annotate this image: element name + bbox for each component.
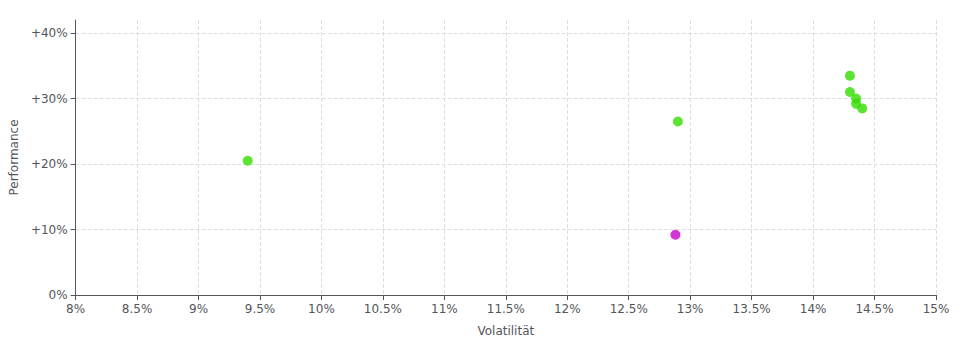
svg-text:11.5%: 11.5% — [487, 302, 525, 316]
svg-text:9.5%: 9.5% — [245, 302, 276, 316]
svg-text:10.5%: 10.5% — [364, 302, 402, 316]
svg-text:Volatilität: Volatilität — [477, 324, 534, 338]
svg-text:14.5%: 14.5% — [855, 302, 893, 316]
svg-text:0%: 0% — [49, 288, 68, 302]
svg-text:+30%: +30% — [31, 92, 68, 106]
svg-text:12%: 12% — [554, 302, 581, 316]
svg-text:Performance: Performance — [7, 119, 21, 195]
svg-text:8.5%: 8.5% — [122, 302, 153, 316]
svg-text:8%: 8% — [66, 302, 85, 316]
svg-text:10%: 10% — [308, 302, 335, 316]
svg-text:+40%: +40% — [31, 26, 68, 40]
svg-text:13%: 13% — [677, 302, 704, 316]
svg-text:12.5%: 12.5% — [610, 302, 648, 316]
svg-text:+20%: +20% — [31, 157, 68, 171]
svg-text:13.5%: 13.5% — [733, 302, 771, 316]
svg-text:+10%: +10% — [31, 223, 68, 237]
svg-text:9%: 9% — [189, 302, 208, 316]
svg-text:11%: 11% — [431, 302, 458, 316]
svg-text:15%: 15% — [923, 302, 950, 316]
svg-text:14%: 14% — [800, 302, 827, 316]
